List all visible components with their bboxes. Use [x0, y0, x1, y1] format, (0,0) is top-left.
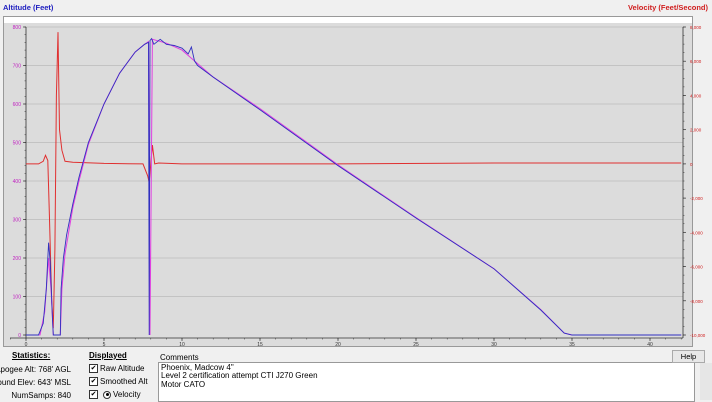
left-tick-label: 600 — [13, 102, 22, 108]
x-tick-label: 15 — [257, 342, 263, 348]
check-icon: ✔ — [89, 377, 98, 386]
num-samps-stat: NumSamps: 840 — [11, 391, 71, 400]
left-tick-label: 400 — [13, 179, 22, 185]
smoothed-alt-checkbox[interactable]: ✔ Smoothed Alt — [89, 377, 148, 386]
right-tick-label: 0 — [690, 162, 693, 167]
right-tick-label: 2,000 — [690, 128, 702, 133]
velocity-checkbox[interactable]: ✔ Velocity — [89, 390, 141, 399]
left-tick-label: 500 — [13, 141, 22, 147]
right-tick-label: -8,000 — [690, 299, 703, 304]
left-tick-label: 300 — [13, 218, 22, 224]
raw-altitude-checkbox[interactable]: ✔ Raw Altitude — [89, 364, 144, 373]
displayed-panel: Displayed ✔ Raw Altitude ✔ Smoothed Alt ✔ V… — [89, 351, 148, 399]
statistics-header: Statistics: — [12, 351, 51, 360]
raw-altitude-label: Raw Altitude — [100, 364, 145, 373]
velocity-radio[interactable] — [103, 390, 111, 399]
comment-line: Level 2 certification attempt CTI J270 G… — [161, 371, 318, 381]
x-tick-label: 20 — [335, 342, 341, 348]
x-tick-label: 30 — [491, 342, 497, 348]
comment-line: Motor CATO — [161, 379, 206, 389]
left-tick-label: 100 — [13, 295, 22, 301]
check-icon: ✔ — [89, 390, 98, 399]
apogee-stat: Apogee Alt: 768' AGL — [0, 365, 71, 374]
plot-area — [4, 23, 692, 346]
displayed-header: Displayed — [89, 351, 127, 360]
right-tick-label: -6,000 — [690, 265, 703, 270]
ground-elev-stat: Ground Elev: 643' MSL — [0, 378, 71, 387]
check-icon: ✔ — [89, 364, 98, 373]
right-tick-label: -2,000 — [690, 196, 703, 201]
left-tick-label: 700 — [13, 64, 22, 70]
right-tick-label: 4,000 — [690, 93, 702, 98]
comments-scrollbar[interactable] — [700, 363, 712, 400]
right-tick-label: 6,000 — [690, 59, 702, 64]
left-tick-label: 200 — [13, 256, 22, 262]
x-tick-label: 5 — [103, 342, 106, 348]
x-tick-label: 10 — [179, 342, 185, 348]
left-tick-label: 0 — [18, 333, 21, 339]
right-tick-label: -4,000 — [690, 230, 703, 235]
velocity-label: Velocity — [113, 390, 141, 399]
x-tick-label: 25 — [413, 342, 419, 348]
right-tick-label: -10,000 — [690, 333, 706, 338]
left-tick-label: 800 — [13, 25, 22, 31]
help-button[interactable]: Help — [672, 350, 705, 363]
x-tick-label: 40 — [647, 342, 653, 348]
raw-altitude-line — [26, 37, 682, 336]
comments-label: Comments — [160, 353, 199, 362]
comment-line: Phoenix, Madcow 4" — [161, 363, 234, 372]
velocity-axis-title: Velocity (Feet/Second) — [627, 3, 708, 12]
x-tick-label: 0 — [25, 342, 28, 348]
comments-textarea[interactable]: Phoenix, Madcow 4" Level 2 certification… — [158, 362, 695, 402]
right-tick-label: 8,000 — [690, 25, 702, 30]
smoothed-alt-label: Smoothed Alt — [100, 377, 148, 386]
altitude-axis-title: Altitude (Feet) — [3, 3, 54, 12]
velocity-line — [26, 32, 682, 329]
x-tick-label: 35 — [569, 342, 575, 348]
